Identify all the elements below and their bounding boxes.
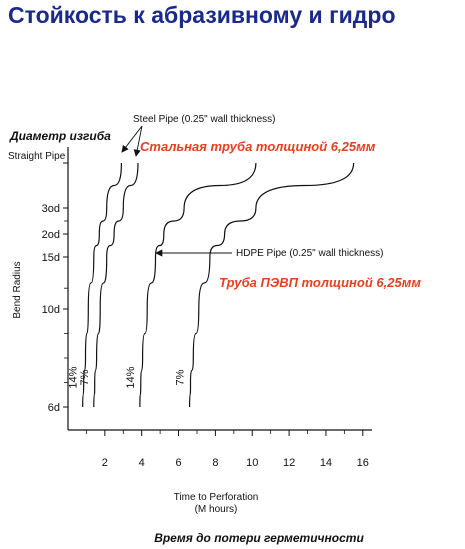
steel-pipe-label: Steel Pipe (0.25" wall thickness): [133, 114, 276, 125]
slide-title: Стойкость к абразивному и гидро: [8, 2, 396, 28]
y-axis-title: Bend Radius: [12, 261, 23, 318]
x-ticks: 2 4 6 8 10 12 14 16: [86, 430, 369, 469]
y-tick-label: Straight Pipe: [8, 151, 66, 162]
curve-hdpe-14pct: [139, 162, 257, 408]
x-tick-label: 10: [246, 457, 258, 469]
hdpe-pipe-label-ru: Труба ПЭВП толщиной 6,25мм: [219, 275, 421, 290]
x-tick-label: 14: [320, 457, 332, 469]
x-axis-title-ru: Время до потери герметичности: [154, 531, 364, 545]
curve-label-steel-14pct: 14%: [68, 366, 80, 388]
x-tick-label: 4: [139, 457, 145, 469]
curve-steel-7pct: [93, 162, 139, 408]
x-tick-label: 2: [102, 457, 108, 469]
steel-arrow-right: [133, 125, 143, 157]
x-tick-label: 8: [212, 457, 218, 469]
y-tick-label: 15d: [42, 252, 60, 264]
x-tick-label: 12: [283, 457, 295, 469]
y-tick-label: 10d: [42, 304, 60, 316]
bend-diameter-label-ru: Диаметр изгиба: [9, 129, 111, 143]
hdpe-pipe-label: HDPE Pipe (0.25" wall thickness): [236, 248, 384, 259]
y-tick-label: 6d: [48, 402, 60, 414]
curve-steel-14pct: [82, 162, 123, 408]
steel-arrow-left: [121, 125, 143, 153]
y-tick-label: 2od: [42, 229, 60, 241]
curve-label-steel-7pct: 7%: [79, 369, 91, 385]
x-tick-label: 16: [357, 457, 369, 469]
x-axis-unit: (M hours): [195, 504, 238, 515]
curve-labels: 14% 7% 14% 7%: [68, 366, 187, 388]
curve-hdpe-7pct: [189, 162, 355, 408]
curves: [82, 162, 355, 408]
curve-label-hdpe-14pct: 14%: [125, 366, 137, 388]
steel-pipe-label-ru: Стальная труба толщиной 6,25мм: [140, 139, 376, 154]
y-ticks: 6d 10d 15d 2od 3od Straight Pipe: [8, 151, 68, 414]
curve-label-hdpe-7pct: 7%: [175, 369, 187, 385]
x-axis-title: Time to Perforation: [174, 492, 259, 503]
x-tick-label: 6: [175, 457, 181, 469]
y-tick-label: 3od: [42, 203, 60, 215]
